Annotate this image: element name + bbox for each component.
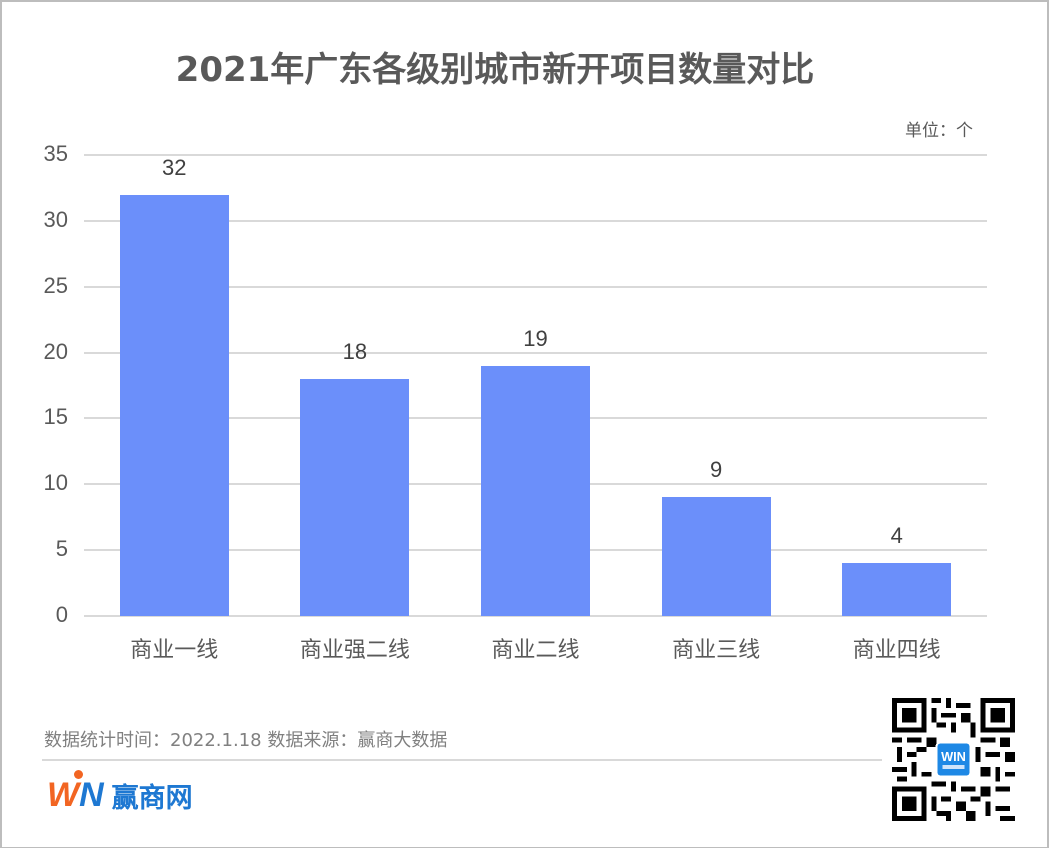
bar — [842, 563, 952, 616]
svg-text:WIN: WIN — [941, 749, 966, 764]
x-tick-label: 商业二线 — [491, 638, 580, 663]
x-tick-label: 商业一线 — [130, 638, 219, 663]
x-tick-label: 商业四线 — [852, 638, 941, 663]
brand-logo: W N 赢商网 — [47, 768, 193, 812]
y-tick-label: 0 — [55, 602, 68, 627]
brand-name: 赢商网 — [111, 783, 193, 814]
gridline — [84, 154, 987, 156]
bar — [119, 194, 229, 616]
bar — [661, 497, 771, 616]
x-tick-label: 商业三线 — [672, 638, 761, 663]
bar-value-label: 9 — [709, 457, 723, 483]
plot-area: 32 18 19 9 4 — [84, 154, 987, 617]
bar-value-label: 19 — [523, 325, 548, 351]
y-tick-label: 30 — [43, 206, 68, 232]
logo-dot-icon — [74, 770, 83, 779]
bar-value-label: 18 — [342, 338, 368, 364]
logo-w-letter: W — [47, 770, 83, 812]
bar — [300, 378, 410, 616]
unit-label: 单位：个 — [905, 121, 973, 141]
gridline — [84, 285, 987, 288]
y-tick-label: 25 — [43, 272, 68, 298]
y-tick-label: 10 — [43, 470, 68, 496]
bar — [481, 365, 590, 616]
qr-code-icon: WIN — [891, 698, 1016, 821]
bar-value-label: 4 — [890, 523, 903, 549]
bar-value-label: 32 — [162, 154, 187, 180]
y-tick-label: 20 — [43, 338, 68, 364]
x-tick-label: 商业强二线 — [299, 638, 410, 663]
logo-n-letter: N — [79, 776, 104, 814]
y-tick-label: 35 — [43, 141, 68, 166]
gridline — [84, 219, 987, 222]
gridline — [84, 615, 987, 617]
footer-divider — [42, 759, 882, 761]
y-tick-label: 15 — [43, 404, 68, 430]
y-tick-label: 5 — [55, 536, 68, 562]
chart-title: 2021年广东各级别城市新开项目数量对比 — [175, 50, 815, 90]
gridline — [84, 351, 987, 354]
source-footnote: 数据统计时间：2022.1.18 数据来源：赢商大数据 — [44, 730, 448, 751]
